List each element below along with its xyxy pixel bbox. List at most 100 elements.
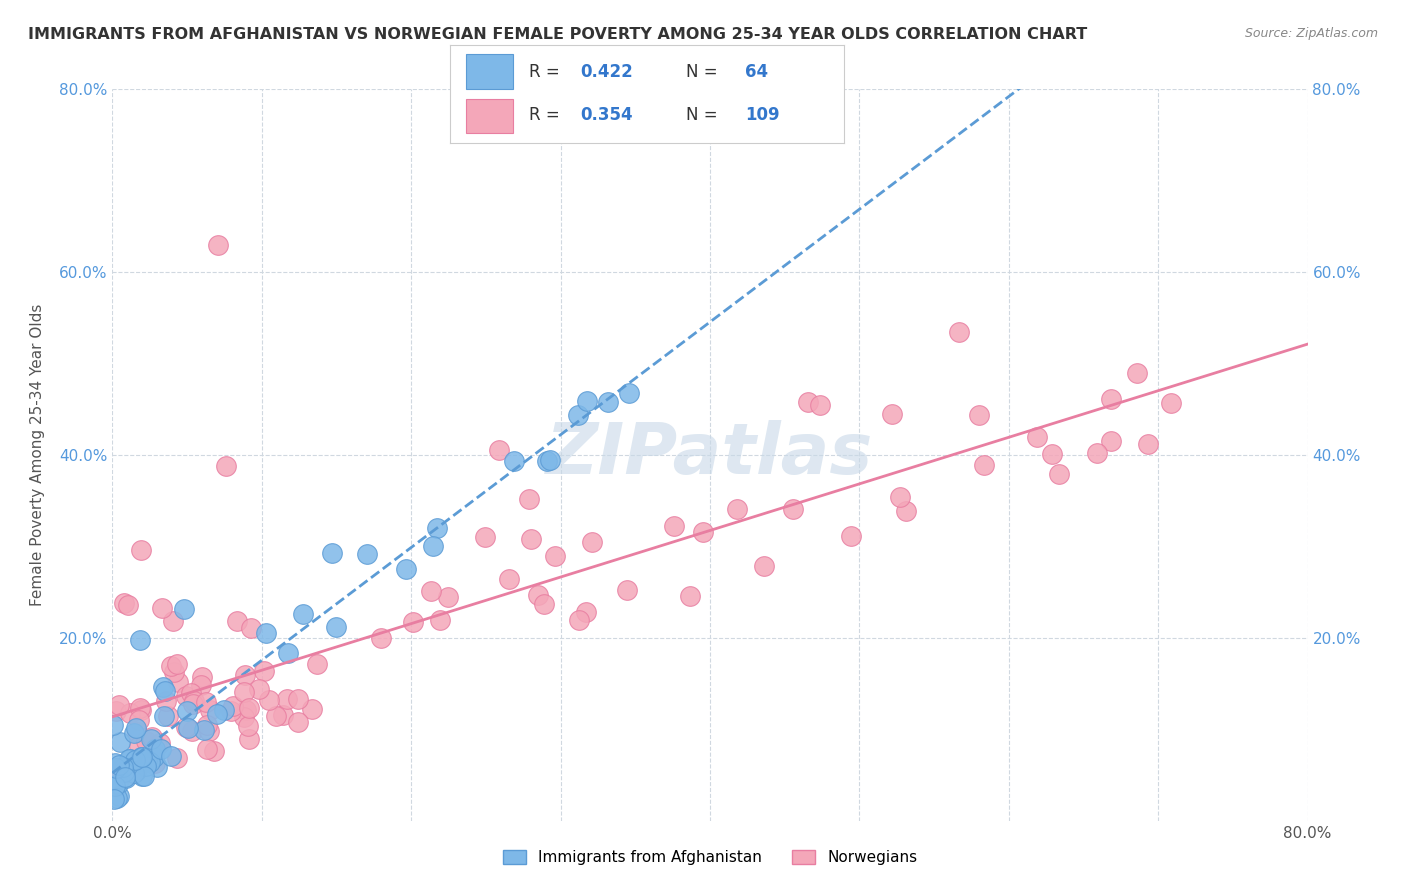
Norwegians	[287, 692, 309, 706]
Norwegians	[678, 589, 700, 603]
Text: R =: R =	[529, 63, 565, 81]
Immigrants from Afghanistan	[143, 741, 166, 756]
Norwegians	[136, 752, 159, 766]
Immigrants from Afghanistan	[254, 626, 277, 640]
Norwegians	[253, 665, 276, 679]
Immigrants from Afghanistan	[112, 765, 135, 780]
Immigrants from Afghanistan	[139, 731, 162, 746]
Y-axis label: Female Poverty Among 25-34 Year Olds: Female Poverty Among 25-34 Year Olds	[31, 304, 45, 606]
Norwegians	[752, 559, 775, 574]
Norwegians	[200, 703, 222, 717]
Immigrants from Afghanistan	[103, 791, 125, 805]
Immigrants from Afghanistan	[135, 759, 157, 773]
Immigrants from Afghanistan	[125, 721, 148, 735]
Immigrants from Afghanistan	[115, 772, 138, 786]
Text: IMMIGRANTS FROM AFGHANISTAN VS NORWEGIAN FEMALE POVERTY AMONG 25-34 YEAR OLDS CO: IMMIGRANTS FROM AFGHANISTAN VS NORWEGIAN…	[28, 27, 1087, 42]
Norwegians	[544, 549, 567, 563]
Immigrants from Afghanistan	[145, 760, 167, 774]
Text: N =: N =	[686, 63, 723, 81]
Norwegians	[166, 750, 188, 764]
Norwegians	[120, 706, 142, 720]
Text: 64: 64	[745, 63, 768, 81]
Norwegians	[517, 491, 540, 506]
Norwegians	[527, 589, 550, 603]
Norwegians	[146, 739, 169, 753]
Norwegians	[183, 694, 205, 708]
Norwegians	[143, 756, 166, 771]
Norwegians	[271, 708, 294, 723]
Norwegians	[616, 583, 638, 598]
Immigrants from Afghanistan	[105, 761, 128, 775]
Immigrants from Afghanistan	[118, 752, 141, 766]
Immigrants from Afghanistan	[153, 684, 176, 698]
Text: ZIPatlas: ZIPatlas	[547, 420, 873, 490]
Norwegians	[180, 686, 202, 700]
Norwegians	[141, 730, 163, 744]
Norwegians	[287, 714, 309, 729]
Immigrants from Afghanistan	[619, 385, 641, 400]
Norwegians	[839, 529, 862, 543]
Norwegians	[163, 665, 186, 679]
Norwegians	[236, 718, 259, 732]
Norwegians	[107, 698, 129, 712]
Norwegians	[219, 704, 242, 718]
Norwegians	[1085, 446, 1108, 460]
Norwegians	[156, 709, 179, 723]
Norwegians	[191, 670, 214, 684]
Norwegians	[195, 717, 218, 731]
Immigrants from Afghanistan	[536, 454, 558, 468]
Text: N =: N =	[686, 106, 723, 124]
Immigrants from Afghanistan	[139, 755, 162, 769]
Norwegians	[419, 583, 441, 598]
Immigrants from Afghanistan	[152, 709, 174, 723]
Norwegians	[782, 502, 804, 516]
Norwegians	[207, 237, 229, 252]
Immigrants from Afghanistan	[129, 633, 152, 648]
Immigrants from Afghanistan	[108, 758, 131, 772]
Immigrants from Afghanistan	[108, 735, 131, 749]
Immigrants from Afghanistan	[122, 726, 145, 740]
Norwegians	[129, 543, 152, 558]
Norwegians	[238, 732, 260, 747]
Immigrants from Afghanistan	[122, 764, 145, 779]
Immigrants from Afghanistan	[125, 764, 148, 779]
Norwegians	[725, 502, 748, 516]
Immigrants from Afghanistan	[277, 646, 299, 660]
Immigrants from Afghanistan	[111, 761, 134, 775]
Norwegians	[150, 600, 173, 615]
Norwegians	[533, 597, 555, 611]
Immigrants from Afghanistan	[212, 703, 235, 717]
Immigrants from Afghanistan	[291, 607, 314, 621]
Immigrants from Afghanistan	[173, 602, 195, 616]
Text: Source: ZipAtlas.com: Source: ZipAtlas.com	[1244, 27, 1378, 40]
Immigrants from Afghanistan	[596, 395, 619, 409]
Norwegians	[125, 725, 148, 739]
Norwegians	[567, 613, 589, 627]
Norwegians	[429, 613, 451, 627]
Norwegians	[796, 395, 818, 409]
Immigrants from Afghanistan	[159, 749, 181, 764]
Immigrants from Afghanistan	[112, 760, 135, 774]
Norwegians	[808, 398, 831, 412]
Text: 0.422: 0.422	[579, 63, 633, 81]
Immigrants from Afghanistan	[193, 723, 215, 737]
Norwegians	[662, 519, 685, 533]
Norwegians	[498, 572, 520, 586]
Norwegians	[181, 697, 204, 711]
Text: 109: 109	[745, 106, 780, 124]
Norwegians	[135, 734, 157, 748]
Norwegians	[222, 699, 245, 714]
Norwegians	[148, 736, 170, 750]
Norwegians	[276, 691, 298, 706]
Norwegians	[104, 762, 127, 776]
Norwegians	[129, 703, 152, 717]
Norwegians	[692, 525, 714, 540]
Immigrants from Afghanistan	[538, 452, 561, 467]
Norwegians	[889, 490, 911, 504]
Immigrants from Afghanistan	[395, 562, 418, 576]
Immigrants from Afghanistan	[131, 769, 153, 783]
Immigrants from Afghanistan	[124, 753, 146, 767]
Norwegians	[880, 407, 903, 421]
Norwegians	[143, 745, 166, 759]
Norwegians	[967, 408, 990, 422]
